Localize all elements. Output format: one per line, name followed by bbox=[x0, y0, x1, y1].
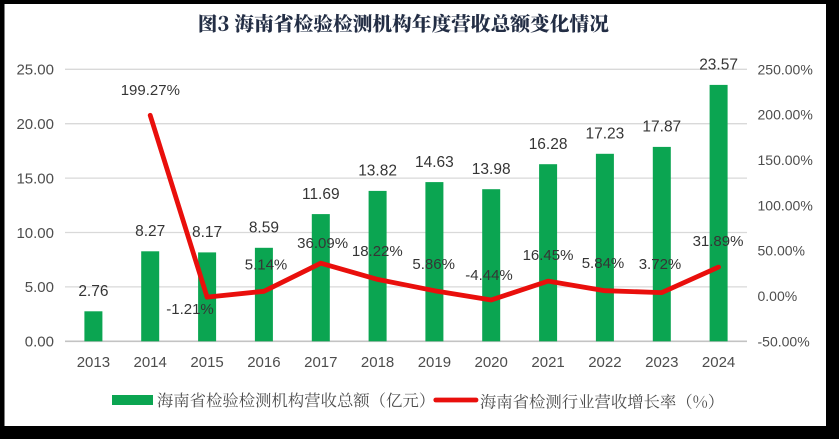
svg-text:17.87: 17.87 bbox=[642, 119, 681, 136]
svg-text:36.09%: 36.09% bbox=[297, 235, 348, 252]
svg-text:2021: 2021 bbox=[531, 354, 564, 371]
svg-text:11.69: 11.69 bbox=[302, 186, 340, 203]
svg-text:-1.21%: -1.21% bbox=[166, 301, 214, 318]
svg-text:17.23: 17.23 bbox=[586, 126, 625, 143]
svg-text:-4.44%: -4.44% bbox=[465, 267, 513, 284]
svg-text:5.86%: 5.86% bbox=[412, 256, 455, 273]
svg-text:2020: 2020 bbox=[475, 354, 508, 371]
svg-text:150.00%: 150.00% bbox=[758, 152, 813, 168]
svg-text:0.00: 0.00 bbox=[25, 334, 54, 351]
svg-text:50.00%: 50.00% bbox=[758, 243, 805, 259]
svg-text:5.00: 5.00 bbox=[25, 279, 54, 296]
svg-text:18.22%: 18.22% bbox=[352, 243, 403, 260]
svg-text:16.45%: 16.45% bbox=[523, 247, 574, 264]
svg-text:3.72%: 3.72% bbox=[639, 256, 682, 273]
svg-text:2014: 2014 bbox=[134, 354, 167, 371]
svg-text:-50.00%: -50.00% bbox=[758, 333, 810, 349]
svg-text:2017: 2017 bbox=[304, 354, 337, 371]
svg-text:8.27: 8.27 bbox=[135, 223, 165, 240]
svg-text:100.00%: 100.00% bbox=[758, 197, 813, 213]
svg-text:10.00: 10.00 bbox=[16, 225, 54, 242]
svg-text:31.89%: 31.89% bbox=[693, 233, 744, 250]
svg-text:5.84%: 5.84% bbox=[582, 255, 625, 272]
svg-text:16.28: 16.28 bbox=[529, 136, 568, 153]
svg-text:2019: 2019 bbox=[418, 354, 451, 371]
svg-text:199.27%: 199.27% bbox=[121, 82, 180, 99]
svg-text:20.00: 20.00 bbox=[16, 116, 54, 133]
svg-text:15.00: 15.00 bbox=[16, 170, 54, 187]
svg-text:25.00: 25.00 bbox=[16, 62, 54, 79]
svg-text:2023: 2023 bbox=[645, 354, 678, 371]
svg-text:250.00%: 250.00% bbox=[758, 61, 813, 77]
svg-text:2013: 2013 bbox=[77, 354, 110, 371]
svg-text:200.00%: 200.00% bbox=[758, 107, 813, 123]
svg-text:0.00%: 0.00% bbox=[758, 288, 798, 304]
svg-text:13.82: 13.82 bbox=[358, 163, 397, 180]
svg-text:5.14%: 5.14% bbox=[245, 257, 288, 274]
svg-text:2016: 2016 bbox=[247, 354, 280, 371]
svg-text:2015: 2015 bbox=[190, 354, 223, 371]
svg-text:2.76: 2.76 bbox=[78, 283, 108, 300]
svg-text:8.59: 8.59 bbox=[249, 220, 279, 237]
svg-text:2022: 2022 bbox=[588, 354, 621, 371]
svg-text:13.98: 13.98 bbox=[472, 161, 511, 178]
svg-text:23.57: 23.57 bbox=[699, 57, 738, 74]
svg-text:14.63: 14.63 bbox=[415, 154, 454, 171]
svg-text:8.17: 8.17 bbox=[192, 224, 222, 241]
svg-text:2018: 2018 bbox=[361, 354, 394, 371]
svg-text:2024: 2024 bbox=[702, 354, 735, 371]
